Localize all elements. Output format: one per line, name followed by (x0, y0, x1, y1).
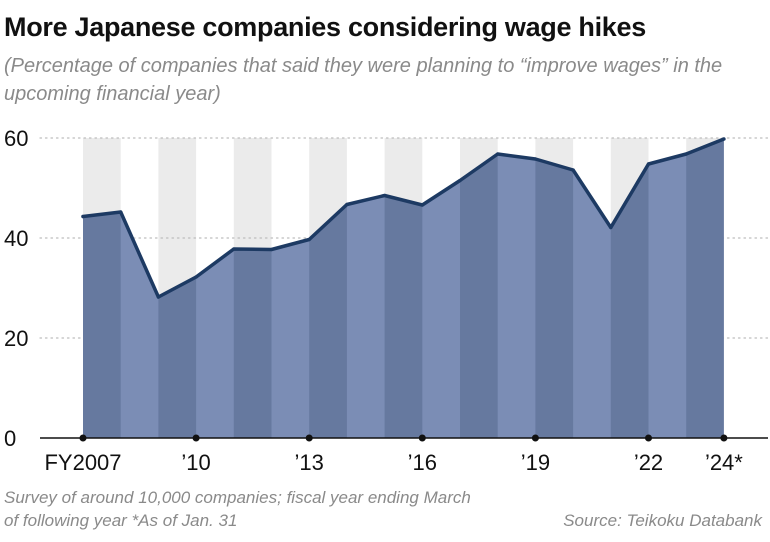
footnote: Survey of around 10,000 companies; fisca… (4, 488, 471, 530)
data-point (420, 203, 424, 207)
area-column (196, 139, 235, 438)
area-column (422, 139, 461, 438)
data-point (269, 247, 274, 252)
y-tick-label: 20 (4, 326, 28, 351)
data-point (571, 168, 575, 172)
x-tick-label: FY2007 (44, 450, 121, 475)
y-tick-label: 0 (4, 426, 16, 451)
x-tick-mark (192, 434, 200, 442)
data-point (496, 152, 500, 156)
x-tick-label: ’16 (408, 450, 437, 475)
chart-subtitle: (Percentage of companies that said they … (4, 55, 723, 105)
x-tick-label: ’24* (705, 450, 743, 475)
data-point (458, 178, 462, 183)
series-line (81, 137, 726, 299)
data-point (156, 295, 160, 299)
area-column (497, 139, 536, 438)
x-tick-mark (418, 434, 426, 442)
data-point (533, 157, 538, 161)
x-tick-mark (305, 434, 313, 442)
x-tick-label: ’19 (521, 450, 550, 475)
area-column (648, 139, 687, 438)
x-tick-label: ’22 (634, 450, 663, 475)
data-point (609, 225, 613, 230)
data-point (307, 237, 311, 242)
data-point (119, 210, 123, 214)
data-point (383, 193, 387, 198)
area-column (686, 139, 724, 438)
y-tick-label: 40 (4, 226, 28, 251)
area-column (346, 139, 386, 438)
x-tick-mark (531, 434, 539, 442)
chart-title: More Japanese companies considering wage… (4, 12, 646, 42)
area-column (535, 139, 574, 438)
y-tick-label: 60 (4, 126, 28, 151)
data-point (646, 162, 651, 166)
data-point (722, 137, 726, 141)
x-tick-mark (645, 434, 652, 442)
data-point (684, 152, 688, 156)
data-point (81, 214, 85, 219)
area-column (573, 139, 612, 438)
source-note: Source: Teikoku Databank (563, 511, 762, 530)
area-column (460, 139, 499, 438)
area-column (271, 139, 310, 438)
x-tick-mark (720, 434, 728, 442)
data-point (345, 202, 349, 207)
x-tick-mark (79, 434, 87, 442)
data-point (232, 247, 236, 251)
x-tick-label: ’10 (181, 450, 210, 475)
x-tick-label: ’13 (295, 450, 324, 475)
data-point (194, 275, 198, 279)
